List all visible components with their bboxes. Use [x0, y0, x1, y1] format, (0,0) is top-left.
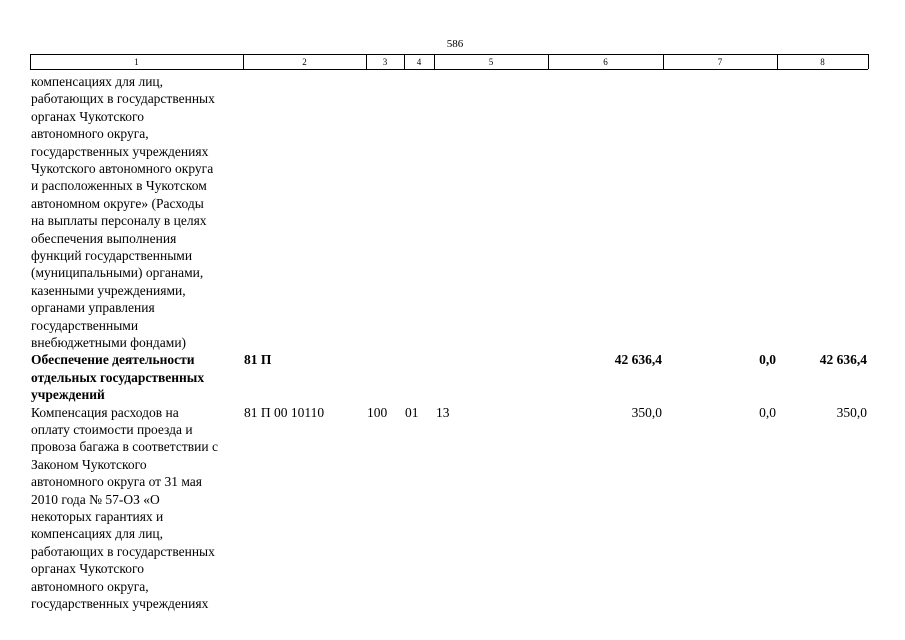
row-name-line: отдельных государственных — [31, 369, 205, 385]
row-name-line: Законом Чукотского — [31, 456, 147, 472]
row-name-line: внебюджетными фондами) — [31, 335, 187, 350]
row-name-line: компенсациях для лиц, — [31, 74, 164, 89]
row-name-line: и расположенных в Чукотском — [31, 178, 207, 194]
column-header: 1 — [134, 57, 139, 67]
cell-amount: 350,0 — [631, 404, 662, 420]
row-name-line: государственных учреждениях — [31, 143, 209, 159]
column-border — [30, 54, 31, 69]
row-name-line: органах Чукотского — [31, 108, 144, 124]
row-name-line: Чукотского автономного округа — [31, 161, 214, 176]
column-border — [777, 54, 778, 69]
cell-total: 42 636,4 — [819, 352, 867, 368]
column-header: 6 — [603, 57, 608, 67]
row-name-line: (муниципальными) органами, — [31, 265, 204, 281]
row-name-line: органами управления — [31, 300, 155, 316]
cell-total: 350,0 — [836, 404, 867, 420]
row-name-line: оплату стоимости проезда и — [31, 422, 193, 437]
row-name-line: учреждений — [31, 387, 105, 403]
row-name-line: компенсациях для лиц, — [31, 526, 164, 542]
row-name-line: казенными учреждениями, — [31, 282, 186, 298]
cell-change: 0,0 — [759, 352, 776, 368]
row-name-line: автономного округа, — [31, 578, 149, 594]
row-name-line: автономном округе» (Расходы — [31, 195, 204, 211]
column-border — [663, 54, 664, 69]
row-name-line: государственными — [31, 317, 139, 333]
cell-code: 81 П — [244, 352, 272, 368]
row-name-line: функций государственными — [31, 248, 193, 263]
column-border — [868, 54, 869, 69]
column-header: 2 — [302, 57, 307, 67]
cell-code: 81 П 00 10110 — [244, 404, 325, 420]
cell-vr: 100 — [367, 404, 388, 420]
cell-rz: 01 — [405, 404, 419, 420]
page-number: 586 — [446, 38, 464, 50]
row-name-line: автономного округа, — [31, 126, 149, 142]
column-border — [243, 54, 244, 69]
column-header: 4 — [416, 57, 422, 67]
cell-amount: 42 636,4 — [614, 352, 662, 368]
header-border — [30, 54, 868, 55]
row-name-line: обеспечения выполнения — [31, 230, 177, 246]
row-name-line: Компенсация расходов на — [31, 404, 179, 420]
row-name-line: работающих в государственных — [31, 543, 215, 559]
column-header: 3 — [382, 57, 388, 67]
header-border — [30, 69, 868, 70]
column-header: 5 — [488, 57, 494, 67]
cell-pr: 13 — [436, 404, 450, 420]
row-name-line: автономного округа от 31 мая — [31, 474, 202, 490]
row-name-line: органах Чукотского — [31, 561, 144, 577]
column-border — [548, 54, 549, 69]
column-header: 8 — [820, 57, 825, 67]
row-name-line: провоза багажа в соответствии с — [31, 439, 218, 455]
column-header: 7 — [717, 57, 723, 67]
column-border — [404, 54, 405, 69]
cell-change: 0,0 — [759, 404, 776, 420]
row-name-line: Обеспечение деятельности — [31, 352, 195, 368]
column-border — [434, 54, 435, 69]
row-name-line: на выплаты персоналу в целях — [31, 213, 207, 229]
row-name-line: 2010 года № 57-ОЗ «О — [31, 491, 160, 507]
row-name-line: работающих в государственных — [31, 91, 215, 107]
row-name-line: государственных учреждениях — [31, 596, 209, 611]
column-border — [366, 54, 367, 69]
row-name-line: некоторых гарантиях и — [31, 509, 164, 524]
